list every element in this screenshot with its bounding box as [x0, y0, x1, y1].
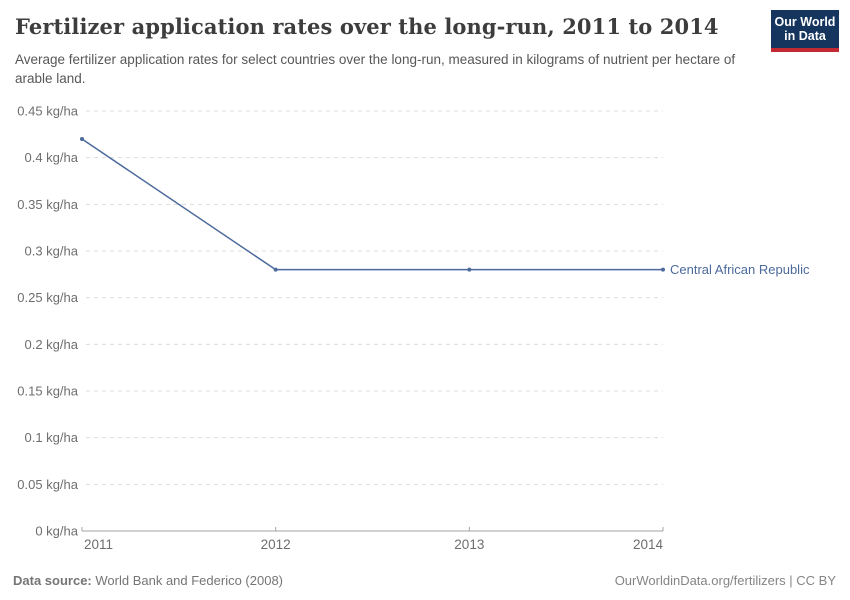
series-label[interactable]: Central African Republic [670, 262, 810, 277]
y-tick-label: 0.35 kg/ha [17, 197, 78, 212]
data-line[interactable] [81, 138, 663, 271]
x-tick-label: 2012 [261, 537, 291, 552]
y-tick-label: 0 kg/ha [35, 524, 78, 539]
data-source-value: World Bank and Federico (2008) [95, 573, 284, 588]
data-point[interactable] [273, 267, 278, 272]
data-source-label: Data source: [13, 573, 92, 588]
y-tick-label: 0.15 kg/ha [17, 384, 78, 399]
x-tick-label: 2014 [633, 537, 664, 552]
owid-logo-line2: in Data [784, 29, 826, 44]
owid-logo[interactable]: Our World in Data [771, 10, 839, 52]
data-point[interactable] [467, 267, 472, 272]
data-source: Data source: World Bank and Federico (20… [13, 573, 283, 588]
data-point[interactable] [661, 267, 665, 272]
x-tick-label: 2011 [84, 537, 113, 552]
y-tick-label: 0.1 kg/ha [25, 430, 79, 445]
page-title: Fertilizer application rates over the lo… [15, 14, 719, 39]
y-tick-label: 0.25 kg/ha [17, 290, 78, 305]
y-tick-label: 0.4 kg/ha [25, 150, 79, 165]
x-tick-label: 2013 [454, 537, 484, 552]
chart-subtitle: Average fertilizer application rates for… [15, 52, 736, 86]
owid-logo-line1: Our World [774, 15, 836, 29]
data-point[interactable] [80, 137, 84, 141]
y-tick-label: 0.3 kg/ha [25, 244, 79, 259]
y-tick-label: 0.2 kg/ha [25, 337, 79, 352]
y-tick-label: 0.05 kg/ha [17, 477, 78, 492]
chart-footer: Data source: World Bank and Federico (20… [13, 573, 836, 588]
credit-link[interactable]: OurWorldinData.org/fertilizers | CC BY [614, 573, 836, 588]
y-tick-label: 0.45 kg/ha [17, 104, 78, 119]
